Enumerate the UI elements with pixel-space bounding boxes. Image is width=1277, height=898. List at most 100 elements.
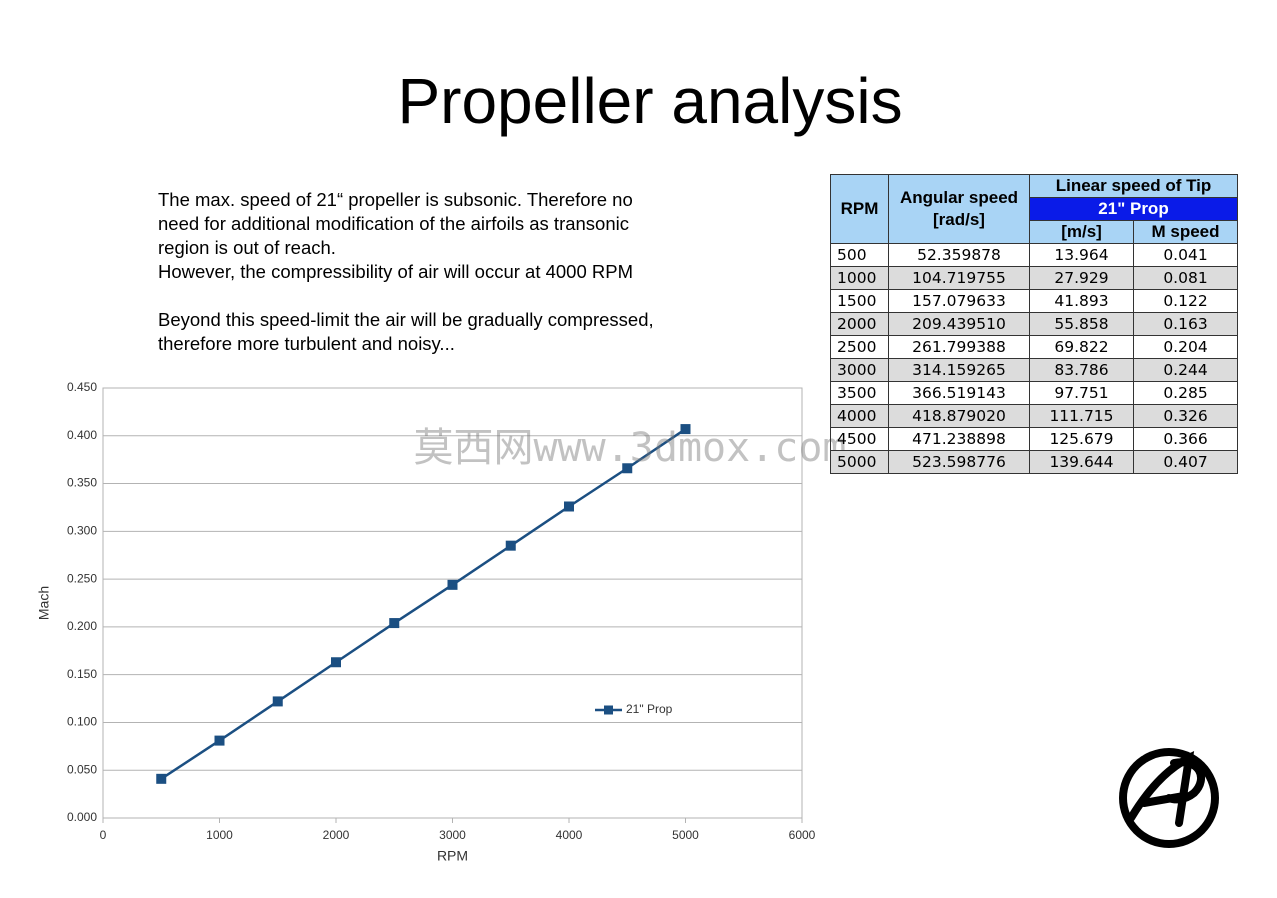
table-cell: 0.285 [1133,381,1238,405]
y-tick-label: 0.300 [67,524,97,538]
y-axis-label: Mach [36,586,52,620]
table-cell: 52.359878 [888,243,1030,267]
table-cell: 0.163 [1133,312,1238,336]
y-tick-label: 0.150 [67,667,97,681]
data-point [272,696,283,707]
description: The max. speed of 21“ propeller is subso… [158,189,654,354]
table-cell: 2500 [830,335,889,359]
data-table: RPM Angular speed [rad/s] Linear speed o… [830,174,1238,474]
y-tick-label: 0.050 [67,762,97,776]
x-axis-label: RPM [437,848,468,864]
table-cell: 471.238898 [888,427,1030,451]
table-cell: 366.519143 [888,381,1030,405]
chart: 0.000 0.050 0.100 0.150 0.200 0.250 0.300 0.350… [36,380,816,864]
x-tick-label: 6000 [789,828,816,842]
legend-marker [604,705,613,715]
header-cell: Angular speed [rad/s] [888,174,1030,244]
table-cell: 97.751 [1029,381,1134,405]
table-row: 1500 157.079633 41.893 0.122 [830,289,1238,313]
table-cell: 4000 [830,404,889,428]
y-tick-label: 0.100 [67,715,97,729]
table-cell: 139.644 [1029,450,1134,474]
series-line [160,428,687,780]
table-cell: 3000 [830,358,889,382]
table-cell: 0.041 [1133,243,1238,267]
header-cell: RPM [830,174,889,244]
table-cell: 0.204 [1133,335,1238,359]
header-cell: 21" Prop [1029,197,1238,221]
table-cell: 0.366 [1133,427,1238,451]
data-point [156,773,167,784]
table-cell: 2000 [830,312,889,336]
table-cell: 500 [830,243,889,267]
table-row: 2000 209.439510 55.858 0.163 [830,312,1238,336]
table-cell: 41.893 [1029,289,1134,313]
logo [1119,748,1219,848]
y-tick-label: 0.000 [67,810,97,824]
legend-label: 21" Prop [626,702,673,716]
paragraph-line: region is out of reach. [158,237,336,258]
slide-title: Propeller analysis [397,65,902,137]
table-row: 4000 418.879020 111.715 0.326 [830,404,1238,428]
table-cell: 1000 [830,266,889,290]
watermark: 莫西网www.3dmox.com [413,425,846,471]
table-row: 5000 523.598776 139.644 0.407 [830,450,1238,474]
paragraph-line: Beyond this speed-limit the air will be … [158,309,654,330]
header-cell: M speed [1133,220,1238,244]
logo-mark [1127,750,1206,827]
table-cell: 1500 [830,289,889,313]
table-cell: 314.159265 [888,358,1030,382]
data-point [680,424,691,435]
table-row: 2500 261.799388 69.822 0.204 [830,335,1238,359]
plot-area [102,387,803,819]
data-point [447,579,458,590]
table-cell: 0.407 [1133,450,1238,474]
y-tick-label: 0.450 [67,380,97,394]
table-cell: 104.719755 [888,266,1030,290]
header-cell: [m/s] [1029,220,1134,244]
header-cell: Linear speed of Tip [1029,174,1238,198]
table-cell: 83.786 [1029,358,1134,382]
table-cell: 4500 [830,427,889,451]
table-row: 3000 314.159265 83.786 0.244 [830,358,1238,382]
data-point [214,735,225,746]
table-row: 1000 104.719755 27.929 0.081 [830,266,1238,290]
paragraph-line: therefore more turbulent and noisy... [158,333,455,354]
table-cell: 209.439510 [888,312,1030,336]
table-cell: 55.858 [1029,312,1134,336]
data-point [331,657,341,668]
data-point [389,618,400,629]
y-tick-label: 0.250 [67,571,97,585]
x-tick-label: 4000 [556,828,583,842]
paragraph-line: However, the compressibility of air will… [158,261,633,282]
y-tick-label: 0.400 [67,428,97,442]
paragraph-line: The max. speed of 21“ propeller is subso… [158,189,633,210]
table-cell: 418.879020 [888,404,1030,428]
x-tick-label: 3000 [439,828,466,842]
x-tick-label: 0 [100,828,107,842]
table-cell: 3500 [830,381,889,405]
x-tick-label: 2000 [323,828,350,842]
y-tick-label: 0.200 [67,619,97,633]
table-row: 4500 471.238898 125.679 0.366 [830,427,1238,451]
table-cell: 0.244 [1133,358,1238,382]
table-cell: 13.964 [1029,243,1134,267]
paragraph-line: need for additional modification of the … [158,213,629,234]
table-cell: 523.598776 [888,450,1030,474]
table-cell: 125.679 [1029,427,1134,451]
table-row: 3500 366.519143 97.751 0.285 [830,381,1238,405]
y-tick-label: 0.350 [67,476,97,490]
table-cell: 111.715 [1029,404,1134,428]
table-cell: 0.122 [1133,289,1238,313]
table-cell: 69.822 [1029,335,1134,359]
table-cell: 0.326 [1133,404,1238,428]
table-cell: 27.929 [1029,266,1134,290]
table-row: 500 52.359878 13.964 0.041 [830,243,1238,267]
data-point [564,501,574,512]
data-point [505,540,516,551]
data-point [622,463,633,474]
table-cell: 0.081 [1133,266,1238,290]
table-cell: 5000 [830,450,889,474]
